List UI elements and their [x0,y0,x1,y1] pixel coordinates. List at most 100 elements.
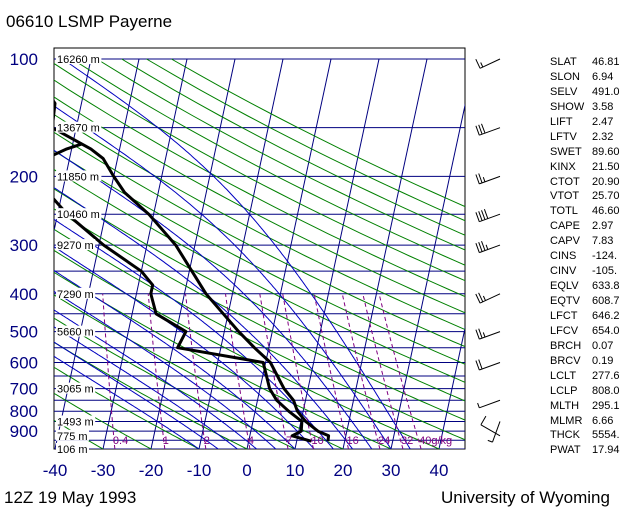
dry-adiabat [54,168,465,383]
moist-adiabat [54,355,200,449]
wind-barb-staff [492,421,501,443]
dry-adiabat [54,392,153,449]
wind-barb-feather [478,242,483,252]
index-key: TOTL [550,205,578,218]
wind-barb-staff [479,127,501,136]
index-row: SLAT 46.81 [550,55,620,70]
dry-adiabat [54,96,465,314]
wind-barb-feather [485,244,489,250]
wind-barb-staff [479,213,501,223]
isotherm-line [342,58,428,449]
index-row: BRCV 0.19 [550,354,620,369]
index-value: 633.8 [592,280,620,293]
moist-adiabat [54,341,219,449]
moist-adiabat [54,309,257,449]
index-row: KINX 21.50 [550,160,620,175]
index-key: LFCT [550,309,578,322]
index-row: CTOT 20.90 [550,175,620,190]
wind-barb-feather [475,174,480,185]
height-label-bg [56,429,89,441]
wind-barb-staff [479,58,501,69]
index-value: 17.94 [592,444,620,457]
dry-adiabat [54,150,465,365]
wind-barb-feather [475,212,480,222]
wind-barb [487,421,501,443]
index-key: EQTV [550,295,580,307]
moist-adiabat [62,58,411,449]
mixing-ratio-label: 1 [163,435,169,447]
index-row: LIFT 2.47 [550,115,620,130]
height-label: 16260 m [56,53,102,66]
index-key: LCLT [550,369,577,382]
moist-adiabat [54,246,315,449]
index-value: 6.66 [592,414,614,427]
wind-barb-feather [475,125,480,136]
temperature-profile [54,99,331,442]
temperature-tick-label: -10 [187,461,212,480]
pressure-tick-label: 200 [10,167,38,186]
mixing-ratio-label: 24 [378,435,390,447]
height-label-text: 9270 m [57,240,94,252]
height-label-bg [56,121,102,133]
index-value: 89.60 [592,145,620,158]
index-row: SELV 491.0 [550,85,620,100]
dry-adiabat [121,58,465,236]
index-row: PWAT 17.94 [550,443,620,458]
temperature-tick-label: 30 [382,461,401,480]
isotherm-line [246,58,332,449]
mixing-ratio-label: 0.4 [113,435,128,447]
index-key: LIFT [550,115,573,128]
index-value: 46.60 [592,205,620,218]
mixing-ratio-label: 40g/kg [419,435,452,447]
index-row: SHOW 3.58 [550,100,620,115]
index-key: SHOW [550,100,585,113]
wind-barb-feather [475,293,481,304]
wind-barb-feather [487,439,493,443]
index-key: EQLV [550,280,579,293]
height-label-bg [56,170,102,182]
height-label: 13670 m [56,121,102,135]
dry-adiabat [54,317,297,449]
height-label: 1493 m [56,415,96,428]
index-row: LFCV 654.0 [550,324,620,339]
dry-adiabat [54,62,465,282]
height-label: 5660 m [56,325,96,339]
index-value: 7.83 [592,235,614,248]
mixing-ratio-label: 10 [312,435,324,447]
temperature-tick-label: -20 [139,461,164,480]
index-key: THCK [550,429,580,442]
height-label-bg [56,208,102,220]
index-row: LFTV 2.32 [550,130,620,145]
height-label: 106 m [56,443,89,456]
index-row: SWET 89.60 [550,145,620,160]
height-label-bg [56,53,102,64]
height-label: 9270 m [56,239,96,252]
wind-barb [475,173,501,185]
wind-barb-staff [479,244,501,254]
wind-barb [475,359,501,371]
height-label-bg [56,287,96,299]
mixing-ratio-label: 32 [401,435,413,447]
height-label-text: 13670 m [57,123,100,135]
index-value: 0.07 [592,339,614,352]
wind-barb-feather [481,210,486,220]
wind-barb-feather [478,328,483,339]
moist-adiabat [54,290,277,449]
index-key: MLMR [550,414,583,427]
wind-barb [475,58,501,69]
dry-adiabat [54,341,249,449]
height-label-text: 1493 m [57,416,94,428]
dry-adiabat [54,249,441,449]
wind-barb-feather [483,209,489,219]
wind-barb-staff [480,424,501,437]
index-key: SWET [550,145,582,158]
temperature-tick-label: 10 [286,461,305,480]
moist-adiabat [54,149,373,449]
index-row: LCLT 277.6 [550,369,620,384]
index-key: SLON [550,70,580,83]
height-label: 775 m [56,429,89,443]
index-value: 25.70 [592,190,620,203]
moist-adiabat [54,326,238,449]
height-label-text: 775 m [57,431,88,443]
height-label-text: 7290 m [57,289,94,301]
